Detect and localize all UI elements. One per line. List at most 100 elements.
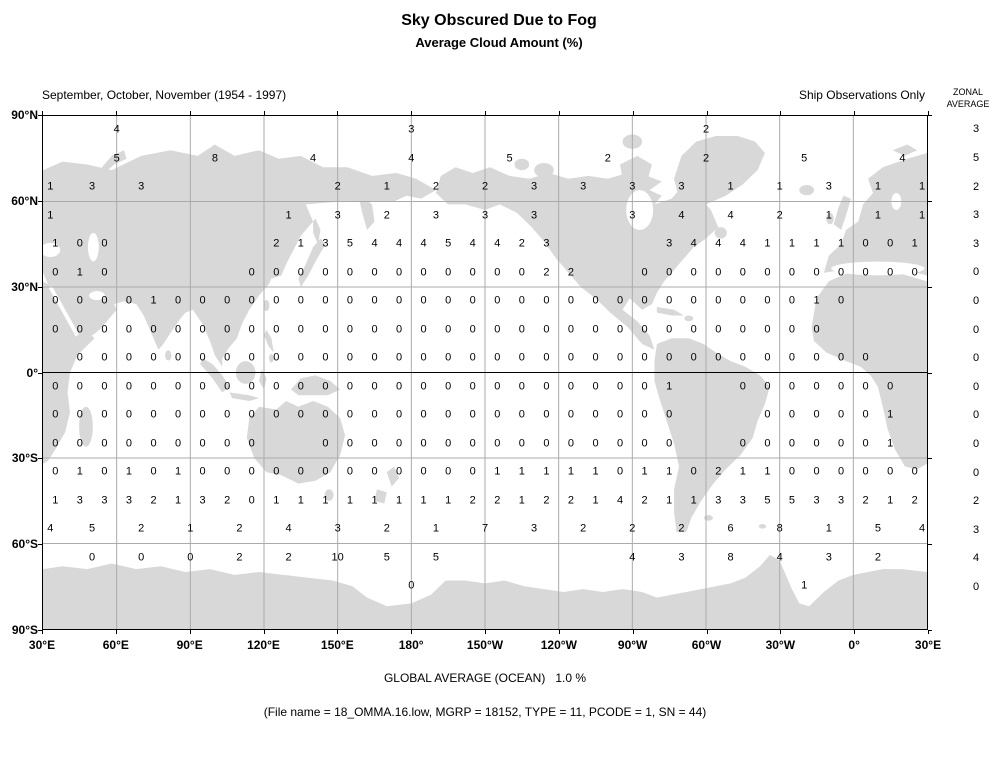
grid-value: 0 <box>567 294 574 307</box>
grid-value: 0 <box>248 266 255 279</box>
grid-value: 0 <box>52 294 59 307</box>
grid-value: 0 <box>616 408 624 421</box>
grid-value: 1 <box>47 209 54 222</box>
zonal-average-value: 0 <box>972 323 980 336</box>
grid-value: 0 <box>616 323 624 336</box>
grid-value: 0 <box>764 380 771 393</box>
grid-value: 0 <box>297 408 304 421</box>
lat-tick-mark <box>38 458 42 460</box>
grid-value: 1 <box>911 237 918 250</box>
grid-value: 0 <box>273 294 280 307</box>
lon-tick-mark <box>115 111 117 115</box>
grid-value: 0 <box>101 323 108 336</box>
grid-value: 0 <box>371 380 378 393</box>
zonal-average-value: 0 <box>972 466 980 479</box>
grid-value: 1 <box>174 494 182 507</box>
grid-value: 2 <box>273 237 280 250</box>
grid-value: 0 <box>764 323 771 336</box>
lon-tick-mark <box>780 630 782 634</box>
lon-tick-label: 60°W <box>691 638 722 652</box>
grid-value: 1 <box>518 494 525 507</box>
grid-value: 5 <box>874 522 881 535</box>
grid-value: 2 <box>481 180 489 193</box>
grid-value: 1 <box>445 494 452 507</box>
grid-value: 0 <box>297 380 304 393</box>
grid-value: 0 <box>199 294 206 307</box>
grid-value: 0 <box>567 323 574 336</box>
grid-value: 3 <box>837 494 845 507</box>
grid-value: 0 <box>371 408 378 421</box>
grid-value: 0 <box>837 266 845 279</box>
grid-value: 0 <box>518 380 525 393</box>
grid-value: 0 <box>322 294 329 307</box>
grid-value: 0 <box>371 266 378 279</box>
grid-value: 0 <box>911 465 918 478</box>
grid-value: 1 <box>52 494 59 507</box>
grid-value: 0 <box>862 266 869 279</box>
grid-value: 8 <box>211 152 218 165</box>
grid-value: 0 <box>445 323 452 336</box>
grid-value: 0 <box>616 351 624 364</box>
lat-tick-label: 30°S <box>11 451 38 466</box>
grid-value: 10 <box>331 551 344 564</box>
lon-tick-mark <box>706 111 708 115</box>
grid-value: 2 <box>715 465 722 478</box>
grid-value: 1 <box>371 494 378 507</box>
lon-tick-mark <box>337 111 339 115</box>
zonal-header-line1: ZONAL <box>952 87 983 97</box>
grid-value: 0 <box>887 237 894 250</box>
grid-value: 0 <box>273 408 280 421</box>
grid-value: 1 <box>322 494 329 507</box>
grid-value: 0 <box>395 351 403 364</box>
grid-value: 0 <box>174 380 182 393</box>
grid-value: 0 <box>174 437 182 450</box>
lon-tick-mark <box>706 630 708 634</box>
page-title: Sky Obscured Due to Fog <box>401 12 597 29</box>
lon-tick-mark <box>854 111 856 115</box>
grid-value: 1 <box>543 465 550 478</box>
grid-value: 0 <box>89 551 96 564</box>
grid-value: 0 <box>346 380 353 393</box>
lat-tick-mark <box>928 115 932 116</box>
grid-value: 3 <box>678 551 685 564</box>
lat-tick-mark <box>928 544 932 546</box>
grid-value: 0 <box>690 294 697 307</box>
grid-value: 0 <box>592 351 599 364</box>
grid-value: 0 <box>248 380 255 393</box>
grid-value: 0 <box>273 380 280 393</box>
grid-value: 0 <box>101 237 108 250</box>
grid-value: 3 <box>481 209 489 222</box>
zonal-average-value: 4 <box>972 552 980 565</box>
grid-value: 1 <box>125 465 132 478</box>
zonal-average-value: 2 <box>972 180 980 193</box>
grid-value: 1 <box>666 465 673 478</box>
grid-value: 0 <box>273 323 280 336</box>
grid-value: 0 <box>101 437 108 450</box>
grid-value: 0 <box>690 266 697 279</box>
lon-tick-mark <box>263 111 265 115</box>
grid-value: 3 <box>715 494 722 507</box>
grid-value: 1 <box>273 494 280 507</box>
grid-value: 0 <box>543 380 550 393</box>
zonal-average-header: ZONAL AVERAGE <box>938 86 998 110</box>
lon-tick-mark <box>558 630 560 634</box>
grid-value: 0 <box>616 465 624 478</box>
grid-value: 0 <box>322 266 329 279</box>
grid-value: 0 <box>837 437 845 450</box>
grid-value: 0 <box>371 465 378 478</box>
grid-value: 1 <box>776 180 783 193</box>
grid-value: 0 <box>76 323 83 336</box>
grid-value: 0 <box>641 437 648 450</box>
grid-value: 4 <box>469 237 476 250</box>
lon-tick-mark <box>337 630 339 634</box>
grid-value: 4 <box>678 209 685 222</box>
grid-value: 0 <box>862 351 869 364</box>
grid-value: 3 <box>89 180 96 193</box>
grid-value: 2 <box>874 551 881 564</box>
grid-value: 4 <box>776 551 783 564</box>
grid-value: 0 <box>592 408 599 421</box>
grid-value: 1 <box>887 437 894 450</box>
grid-value: 0 <box>567 380 574 393</box>
grid-value: 0 <box>445 266 452 279</box>
